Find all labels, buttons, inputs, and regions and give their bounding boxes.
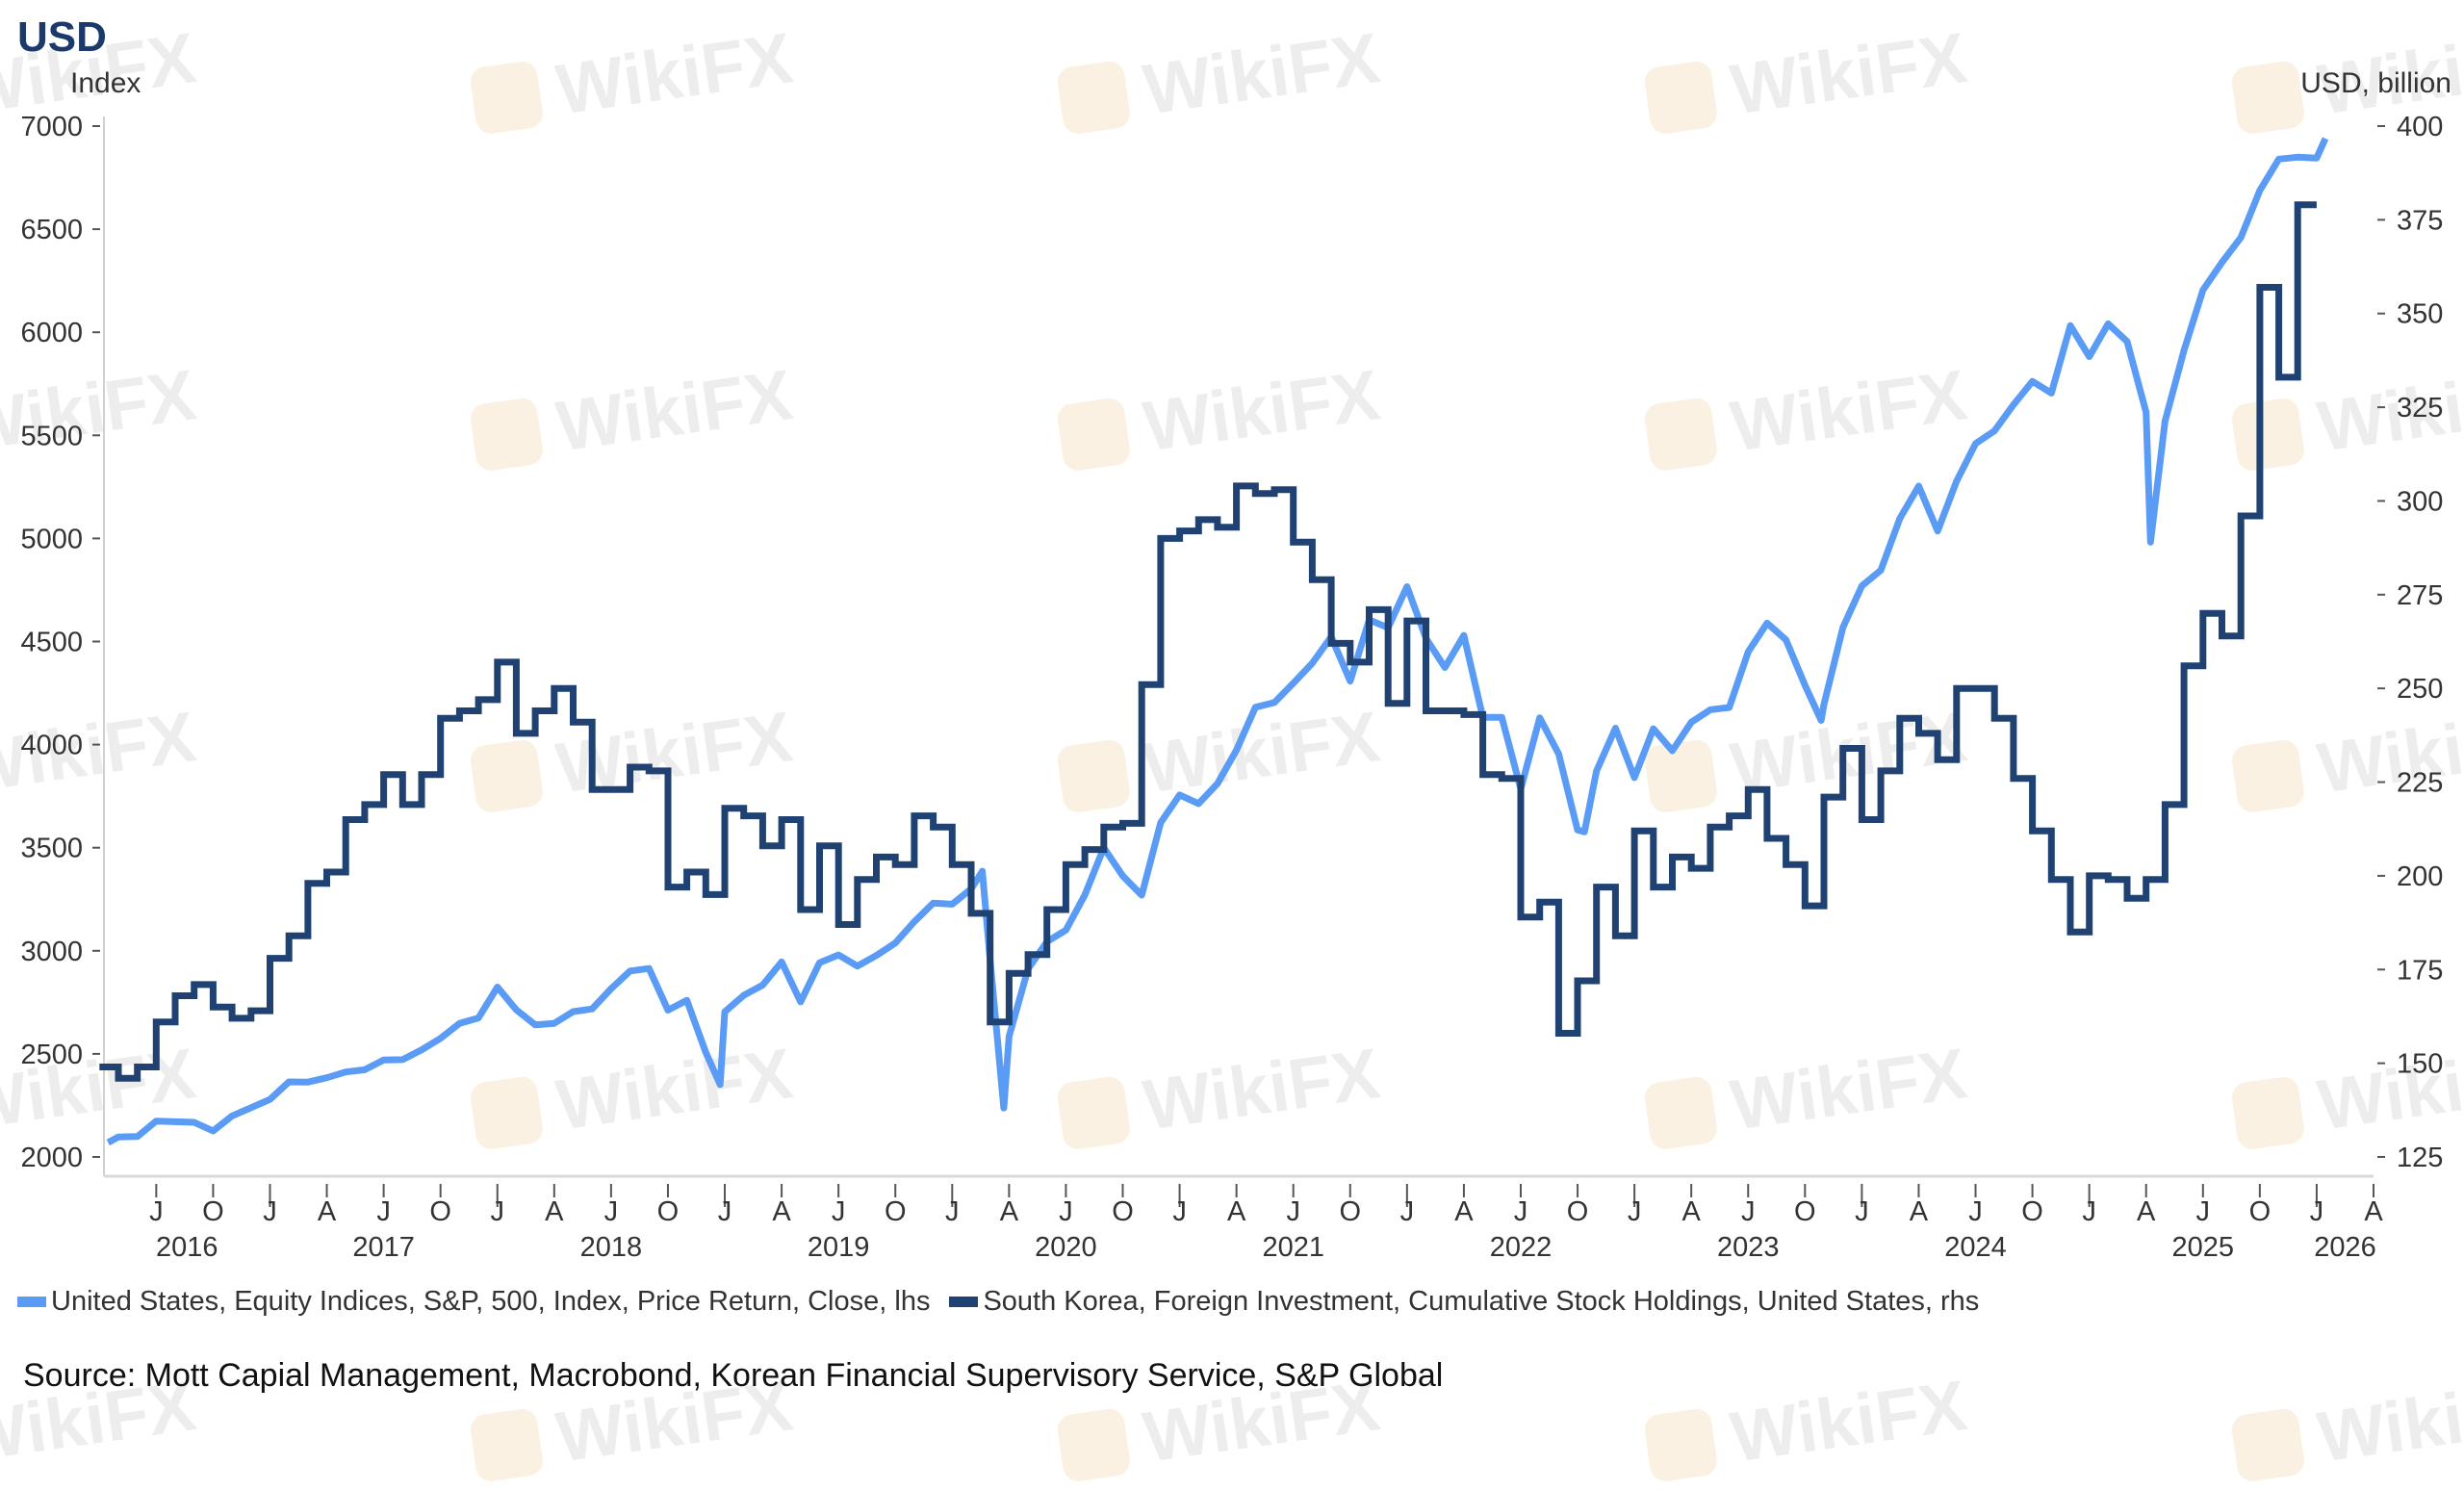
x-tick-label: J [1400,1196,1415,1227]
x-tick-label: J [263,1196,277,1227]
x-year-label: 2020 [1035,1232,1097,1263]
legend-item-korea-holdings: South Korea, Foreign Investment, Cumulat… [949,1286,1979,1318]
x-year-label: 2022 [1490,1232,1553,1263]
left-axis-unit: Index [70,67,141,99]
left-tick-label: 7000 [20,112,83,142]
korea-holdings-step-line [99,201,2317,1082]
dual-axis-line-chart: 2000 2500 3000 3500 4000 4500 5000 5500 6000 6500… [20,112,2443,1263]
x-tick-label: J [1741,1196,1756,1227]
x-tick-label: O [1794,1196,1816,1227]
x-tick-label: J [1628,1196,1642,1227]
x-year-label: 2016 [156,1232,218,1263]
x-year-label: 2025 [2172,1232,2235,1263]
x-tick-label: O [885,1196,907,1227]
x-tick-label: J [376,1196,391,1227]
right-tick-label: 200 [2397,861,2443,892]
source-note: Source: Mott Capial Management, Macrobon… [23,1357,1444,1394]
x-tick-label: A [2137,1196,2156,1227]
chart-title: USD [17,13,107,61]
x-tick-label: A [545,1196,564,1227]
x-tick-label: J [1059,1196,1073,1227]
legend-swatch-korea-holdings [949,1297,979,1307]
x-year-label: 2019 [808,1232,870,1263]
x-tick-label: J [491,1196,505,1227]
x-tick-label: O [1112,1196,1134,1227]
right-tick-label: 125 [2397,1143,2443,1173]
right-tick-label: 150 [2397,1049,2443,1080]
right-tick-label: 325 [2397,393,2443,424]
x-tick-label: J [1968,1196,1983,1227]
legend-label-sp500: United States, Equity Indices, S&P, 500,… [51,1286,931,1317]
x-tick-label: J [1514,1196,1528,1227]
left-tick-label: 3000 [20,937,83,967]
x-tick-label: J [1286,1196,1300,1227]
legend-label-korea-holdings: South Korea, Foreign Investment, Cumulat… [983,1286,1980,1317]
left-tick-label: 2000 [20,1143,83,1173]
right-tick-label: 350 [2397,299,2443,330]
x-tick-label: A [1682,1196,1702,1227]
x-tick-label: A [772,1196,791,1227]
x-year-label: 2017 [352,1232,415,1263]
legend-item-sp500: United States, Equity Indices, S&P, 500,… [17,1286,930,1318]
left-tick-label: 6500 [20,215,83,245]
x-tick-label: J [1855,1196,1869,1227]
x-tick-label: O [1339,1196,1361,1227]
x-tick-label: A [2364,1196,2383,1227]
x-tick-label: J [945,1196,960,1227]
x-tick-label: A [1454,1196,1474,1227]
right-tick-label: 225 [2397,768,2443,799]
left-tick-label: 4500 [20,628,83,658]
x-tick-label: A [1227,1196,1246,1227]
right-tick-label: 375 [2397,205,2443,236]
x-tick-label: J [2196,1196,2211,1227]
x-tick-label: J [832,1196,846,1227]
left-tick-label: 2500 [20,1040,83,1070]
x-year-label: 2023 [1717,1232,1780,1263]
x-tick-label: J [2082,1196,2096,1227]
right-tick-label: 175 [2397,955,2443,986]
x-tick-label: A [1000,1196,1019,1227]
left-tick-label: 3500 [20,834,83,864]
x-tick-label: A [1910,1196,1929,1227]
sp500-line [106,137,2329,1146]
left-tick-label: 5000 [20,524,83,554]
x-tick-label: J [1172,1196,1187,1227]
x-tick-label: O [2249,1196,2272,1227]
x-tick-label: J [718,1196,732,1227]
x-tick-label: O [2021,1196,2043,1227]
x-tick-label: O [202,1196,224,1227]
x-tick-label: O [429,1196,451,1227]
x-year-label: 2021 [1262,1232,1324,1263]
x-tick-label: J [2310,1196,2324,1227]
left-tick-label: 6000 [20,318,83,348]
legend-swatch-sp500 [17,1297,46,1307]
left-tick-label: 4000 [20,731,83,761]
right-tick-label: 400 [2397,112,2443,142]
legend: United States, Equity Indices, S&P, 500,… [17,1286,1998,1318]
right-tick-label: 300 [2397,486,2443,517]
x-year-label: 2024 [1944,1232,2007,1263]
x-year-label: 2018 [580,1232,643,1263]
x-tick-label: J [604,1196,619,1227]
right-tick-label: 275 [2397,580,2443,611]
x-year-label: 2026 [2314,1232,2376,1263]
left-tick-label: 5500 [20,421,83,451]
right-axis-unit: USD, billion [2300,67,2451,99]
x-tick-label: J [149,1196,164,1227]
x-tick-label: O [1567,1196,1589,1227]
x-tick-label: A [318,1196,337,1227]
right-tick-label: 250 [2397,674,2443,705]
x-tick-label: O [657,1196,680,1227]
